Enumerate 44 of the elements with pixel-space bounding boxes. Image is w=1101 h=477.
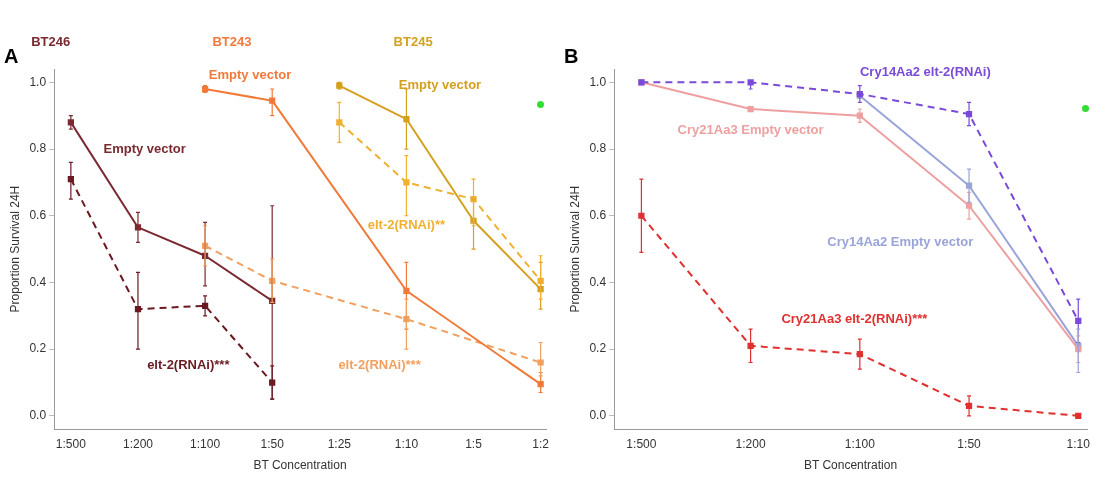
y-tick-label: 0.4	[589, 274, 607, 289]
series-label: elt-2(RNAi)**	[367, 217, 446, 233]
x-tick-label: 1:5	[465, 436, 483, 451]
x-axis-title: BT Concentration	[253, 458, 347, 473]
y-tick-label: 0.2	[29, 341, 47, 356]
text: BT246	[31, 33, 71, 49]
x-tick-label: 1:100	[844, 436, 876, 451]
y-tick-label: 0.8	[29, 141, 47, 156]
x-tick-label: 1:50	[957, 436, 982, 451]
x-tick-label: 1:10	[1066, 436, 1091, 451]
series-label: Empty vector	[398, 77, 482, 93]
y-tick-label: 0.8	[589, 141, 607, 156]
series-label: Empty vector	[103, 140, 186, 156]
y-tick-label: 0.0	[589, 408, 607, 423]
text: elt-2(RNAi)***	[338, 357, 422, 373]
x-tick-label: 1:500	[55, 436, 87, 451]
y-tick-label: 0.6	[589, 208, 607, 223]
x-tick-label: 1:2	[532, 436, 550, 451]
series-label: Empty vector	[208, 67, 292, 83]
x-axis-title: BT Concentration	[803, 458, 898, 473]
y-tick-label: 0.6	[29, 208, 47, 223]
series-label: Cry14Aa2 elt-2(RNAi)	[859, 63, 991, 79]
text: BT245	[393, 33, 433, 49]
series-label: Cry14Aa2 Empty vector	[827, 234, 974, 250]
y-tick-label: 0.0	[29, 408, 47, 423]
series-label: elt-2(RNAi)***	[147, 357, 231, 373]
x-tick-label: 1:100	[190, 436, 221, 451]
chart-title: B	[564, 44, 579, 67]
y-tick-label: 0.4	[29, 274, 47, 289]
x-tick-label: 1:10	[394, 436, 419, 451]
x-tick-label: 1:500	[626, 436, 657, 451]
x-tick-label: 1:25	[327, 436, 352, 451]
x-tick-label: 1:50	[260, 436, 285, 451]
y-tick-label: 1.0	[29, 74, 47, 89]
y-axis-title: Proportion Survival 24H	[567, 185, 582, 313]
text: BT243	[212, 33, 252, 49]
series-label: Cry21Aa3 Empty vector	[677, 122, 824, 138]
y-tick-label: 0.2	[589, 341, 607, 356]
chart-title: A	[4, 44, 19, 67]
y-tick-label: 1.0	[589, 74, 607, 89]
series-label: Cry21Aa3 elt-2(RNAi)***	[781, 310, 929, 326]
x-tick-label: 1:200	[735, 436, 766, 451]
y-axis-title: Proportion Survival 24H	[7, 185, 22, 313]
x-tick-label: 1:200	[122, 436, 154, 451]
